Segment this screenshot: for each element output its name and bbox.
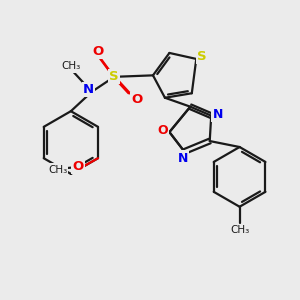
Text: O: O <box>131 93 143 106</box>
Text: O: O <box>158 124 168 137</box>
Text: CH₃: CH₃ <box>230 225 249 235</box>
Text: N: N <box>213 108 223 121</box>
Text: S: S <box>110 70 119 83</box>
Text: S: S <box>197 50 206 63</box>
Text: O: O <box>92 45 103 58</box>
Text: CH₃: CH₃ <box>48 165 67 175</box>
Text: O: O <box>72 160 84 173</box>
Text: N: N <box>82 83 94 96</box>
Text: CH₃: CH₃ <box>61 61 80 71</box>
Text: N: N <box>178 152 188 165</box>
